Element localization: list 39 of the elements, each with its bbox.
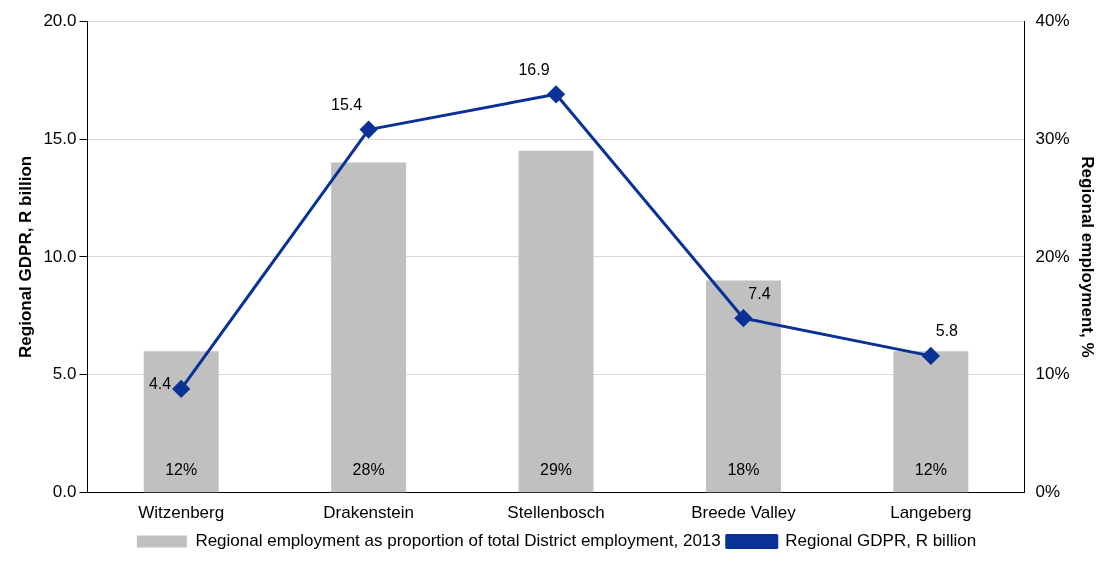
y2-axis-title: Regional employment, %	[1078, 156, 1098, 358]
data-label: 28%	[352, 461, 385, 479]
y-axis-title: Regional GDPR, R billion	[15, 155, 35, 358]
data-label: 4.4	[148, 375, 172, 393]
x-tick-label: Langeberg	[890, 503, 972, 523]
x-tick-label: Witzenberg	[138, 503, 225, 523]
data-label: 7.4	[748, 284, 771, 302]
y-tick-label: 20.0	[43, 10, 77, 30]
data-label: 16.9	[518, 60, 550, 78]
y-tick-label: 10.0	[43, 246, 77, 266]
bar	[705, 280, 781, 493]
y2-tick-label: 30%	[1035, 128, 1070, 148]
x-tick-label: Drakenstein	[323, 503, 414, 523]
bar	[143, 351, 219, 493]
point	[734, 309, 752, 327]
data-label: 18%	[727, 461, 760, 479]
point	[922, 347, 940, 365]
x-tick-label: Breede Valley	[691, 503, 797, 523]
data-label: 15.4	[331, 96, 363, 114]
y2-tick-label: 10%	[1035, 364, 1070, 384]
point	[360, 121, 378, 139]
data-label: 12%	[165, 461, 198, 479]
y-tick-label: 15.0	[43, 128, 77, 148]
legend-label: Regional employment as proportion of total District employment, 2013	[195, 531, 721, 551]
bar	[518, 150, 594, 493]
y2-tick-label: 20%	[1035, 246, 1070, 266]
data-label: 5.8	[935, 322, 959, 340]
y-tick-label: 0.0	[52, 482, 77, 502]
point	[547, 85, 565, 103]
y2-tick-label: 40%	[1035, 10, 1070, 30]
x-tick-label: Stellenbosch	[507, 503, 605, 523]
data-label: 29%	[540, 461, 573, 479]
y-tick-label: 5.0	[52, 364, 77, 384]
legend-label: Regional GDPR, R billion	[785, 531, 977, 551]
bar	[331, 162, 407, 493]
y2-tick-label: 0%	[1035, 482, 1061, 502]
data-label: 12%	[914, 461, 947, 479]
bar	[893, 351, 969, 493]
point	[172, 380, 190, 398]
